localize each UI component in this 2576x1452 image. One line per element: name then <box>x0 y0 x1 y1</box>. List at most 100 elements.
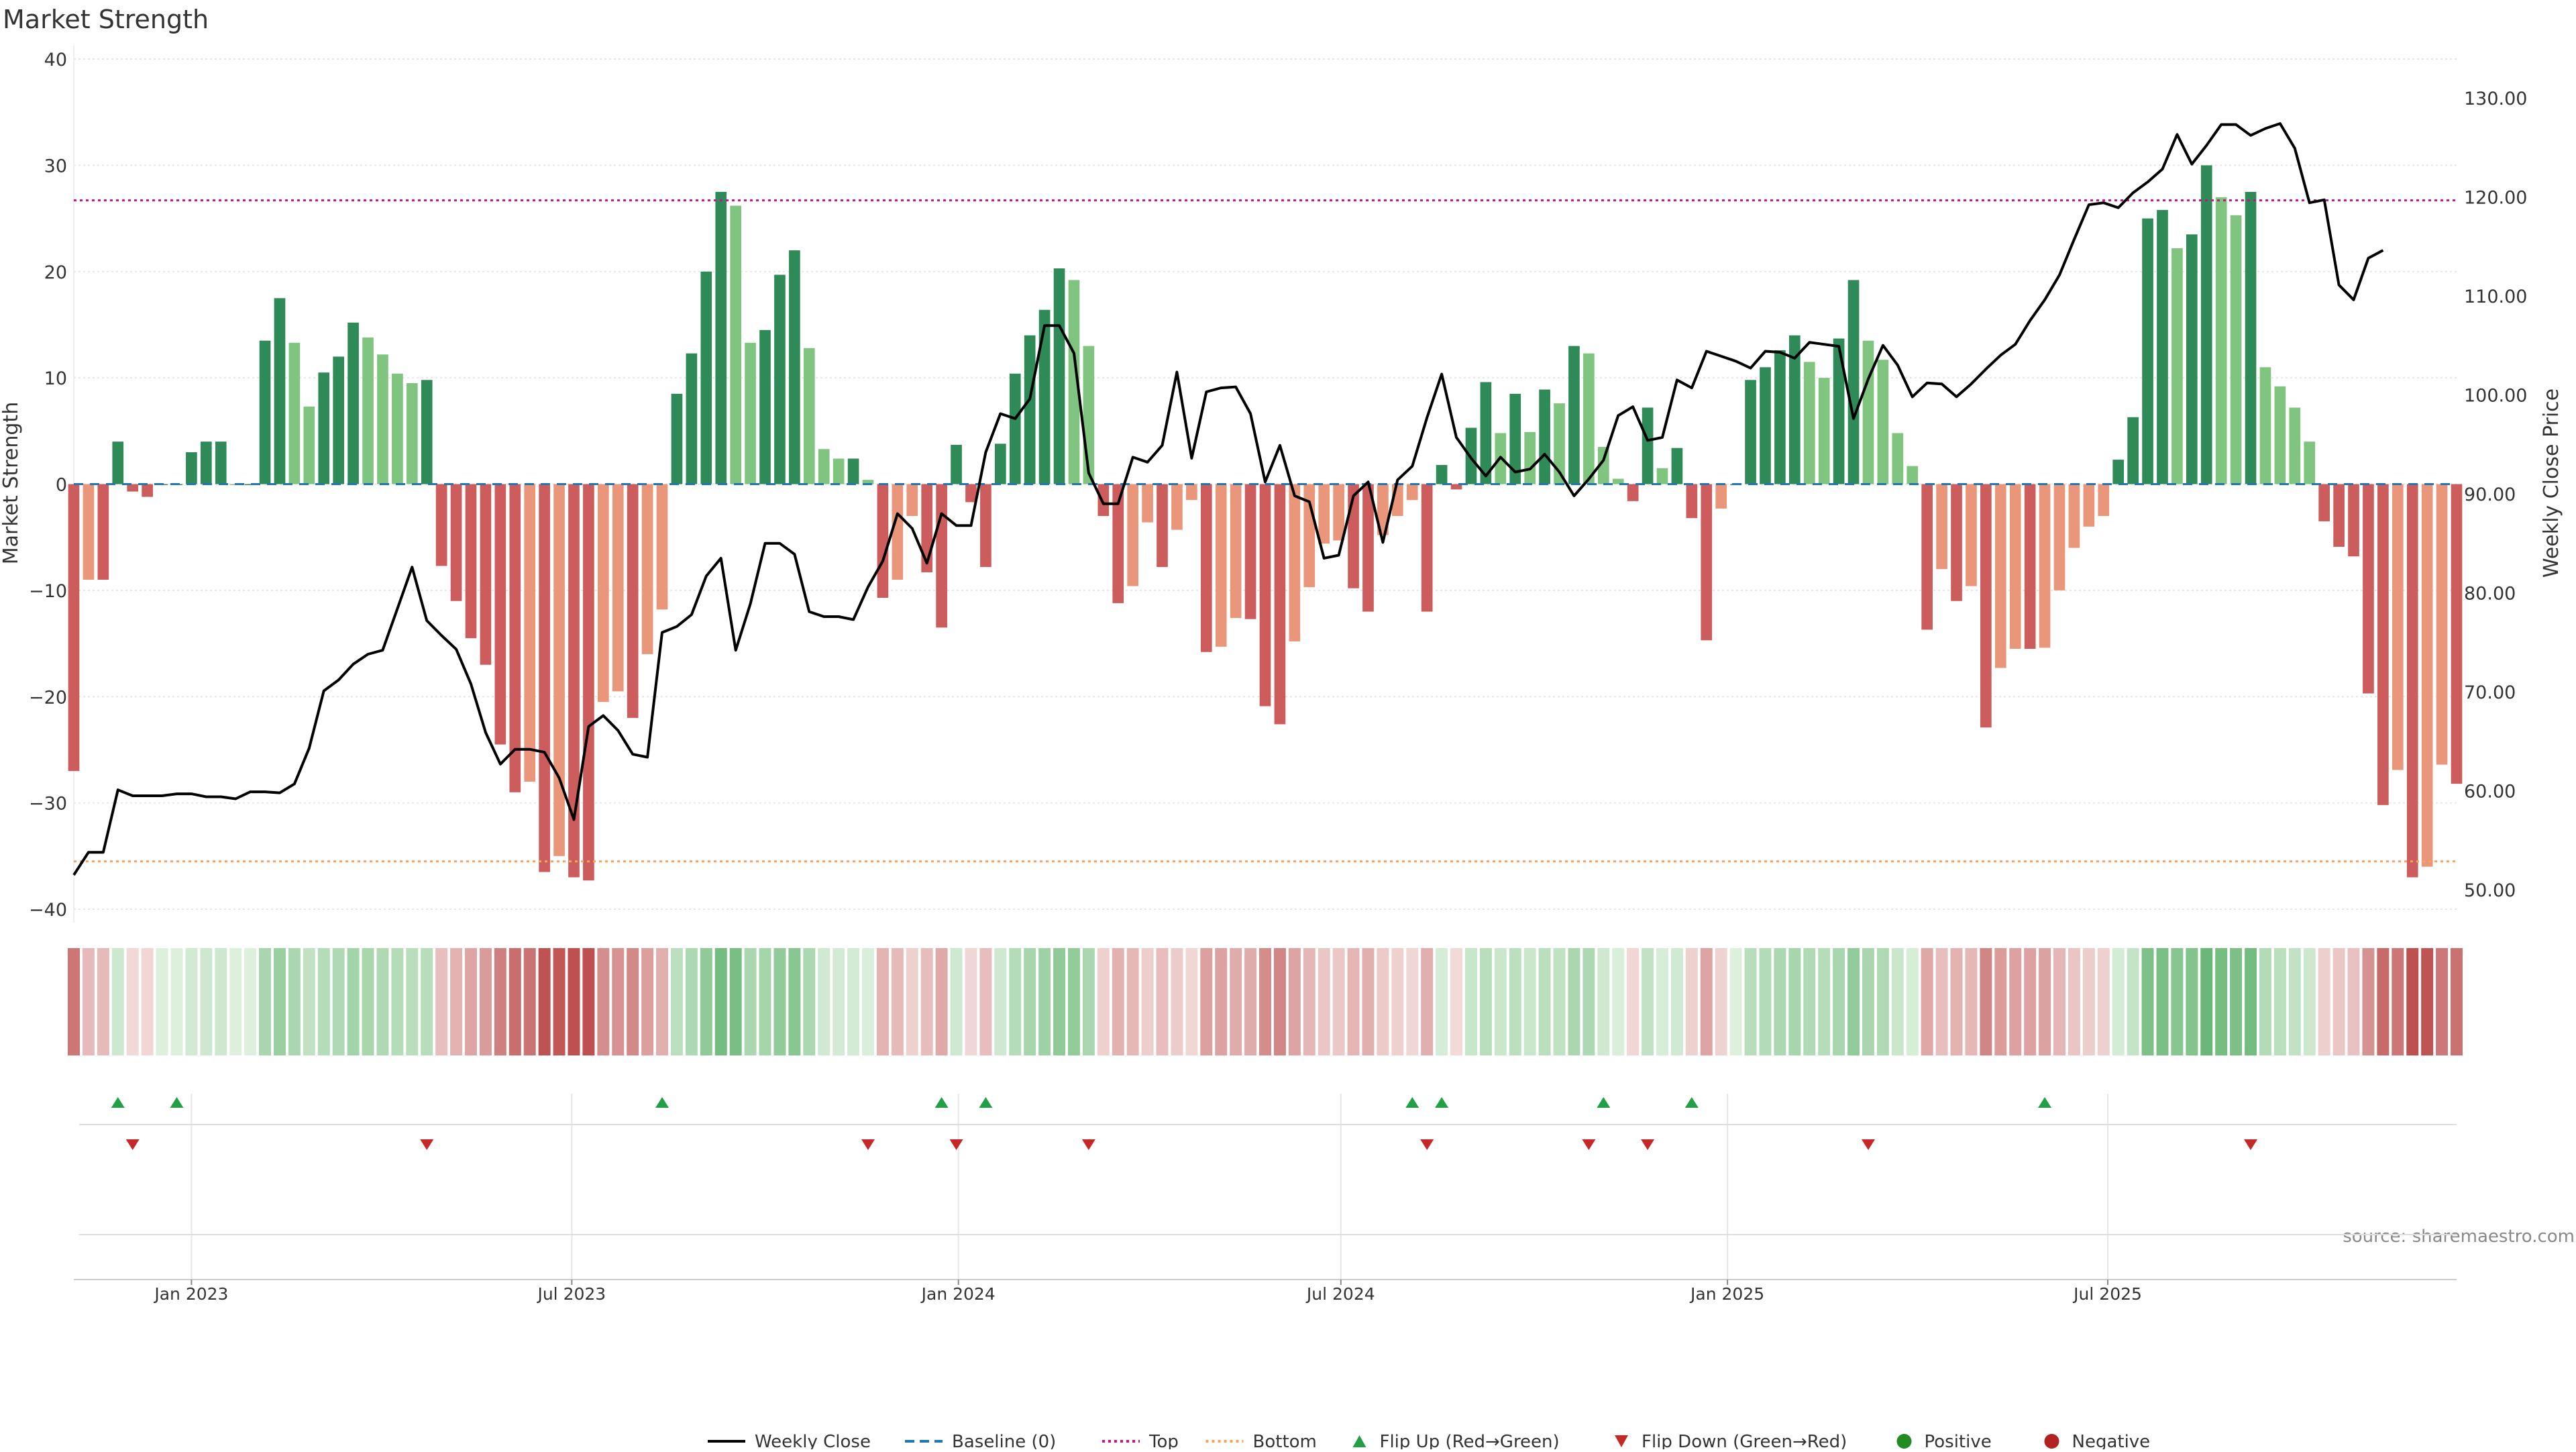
left-tick-label: 0 <box>56 475 67 496</box>
strength-bar <box>951 444 962 484</box>
heat-cell <box>111 948 124 1055</box>
heat-cell <box>1774 948 1786 1055</box>
heat-cell <box>1833 948 1845 1055</box>
flip-up-marker <box>979 1097 993 1108</box>
strength-bar <box>1642 407 1654 484</box>
strength-bar <box>2142 218 2153 484</box>
strength-bar <box>259 340 271 484</box>
strength-bar <box>1936 484 1947 570</box>
heat-cell <box>1582 948 1595 1055</box>
strength-bar <box>524 484 536 782</box>
strength-bar <box>906 484 918 517</box>
heat-cell <box>1788 948 1801 1055</box>
flip-up-marker <box>1435 1097 1449 1108</box>
heat-cell <box>1538 948 1551 1055</box>
strength-bar <box>965 484 977 503</box>
strength-bar <box>2274 386 2286 484</box>
legend-label: Baseline (0) <box>952 1432 1056 1449</box>
heat-cell <box>126 948 139 1055</box>
left-tick-label: 10 <box>44 368 67 389</box>
strength-bar <box>2039 484 2051 648</box>
strength-bar <box>1583 353 1595 484</box>
strength-bar <box>377 354 388 484</box>
legend-label: Negative <box>2072 1432 2151 1449</box>
strength-bar <box>2171 248 2183 484</box>
heat-cell <box>97 948 109 1055</box>
heat-cell <box>2141 948 2154 1055</box>
x-axis: Jan 2023 Jul 2023 Jan 2024 Jul 2024 Jan 2025… <box>74 1279 2457 1304</box>
flip-up-marker <box>934 1097 949 1108</box>
left-tick-label: −30 <box>29 794 67 815</box>
heat-cell <box>215 948 227 1055</box>
heat-cell <box>362 948 374 1055</box>
legend-label: Positive <box>1925 1432 1992 1449</box>
heat-cell <box>1612 948 1625 1055</box>
heat-cell <box>2024 948 2037 1055</box>
strength-bar <box>2112 460 2125 484</box>
heat-cell <box>1891 948 1904 1055</box>
heat-cell <box>1921 948 1933 1055</box>
strength-bar <box>1554 403 1565 484</box>
heat-cell <box>833 948 845 1055</box>
strength-bar <box>244 484 256 485</box>
heat-cell <box>170 948 183 1055</box>
heat-cell <box>1200 948 1213 1055</box>
strength-bar <box>1127 484 1138 586</box>
strength-bar <box>715 191 727 484</box>
heat-cell <box>450 948 463 1055</box>
heat-cell <box>1876 948 1889 1055</box>
heat-cell <box>1685 948 1698 1055</box>
heat-cell <box>2436 948 2449 1055</box>
strength-bar <box>1274 484 1286 725</box>
heat-cell <box>1553 948 1566 1055</box>
strength-bar <box>465 484 477 639</box>
heat-cell <box>1523 948 1536 1055</box>
heat-cell <box>1568 948 1580 1055</box>
flip-down-marker <box>949 1139 963 1150</box>
strength-bar <box>2068 484 2080 548</box>
heat-cell <box>2112 948 2125 1055</box>
strength-bar <box>818 449 830 484</box>
heat-cell <box>670 948 683 1055</box>
heat-cell <box>82 948 95 1055</box>
strength-bar <box>833 458 845 484</box>
heat-cell <box>862 948 874 1055</box>
strength-bar <box>1244 484 1256 619</box>
heat-cell <box>1009 948 1022 1055</box>
heat-cell <box>2009 948 2022 1055</box>
heat-cell <box>1980 948 1992 1055</box>
heat-cell <box>421 948 433 1055</box>
heat-cell <box>376 948 389 1055</box>
strength-bar <box>1951 484 1962 601</box>
heat-cell <box>1847 948 1860 1055</box>
flip-down-marker <box>861 1139 875 1150</box>
heat-cell <box>479 948 492 1055</box>
strength-heat-strip <box>68 948 2463 1055</box>
heat-cell <box>1141 948 1154 1055</box>
right-tick-label: 80.00 <box>2464 584 2516 605</box>
heat-cell <box>2186 948 2198 1055</box>
strength-bar <box>1421 484 1433 612</box>
heat-cell <box>1450 948 1463 1055</box>
heat-cell <box>979 948 992 1055</box>
heat-cell <box>1244 948 1257 1055</box>
strength-bar <box>1656 468 1668 484</box>
left-tick-label: −40 <box>29 900 67 921</box>
x-tick-label: Jan 2023 <box>153 1284 228 1304</box>
strength-bar <box>1171 484 1183 530</box>
heat-cell <box>2347 948 2360 1055</box>
heat-cell <box>1377 948 1389 1055</box>
heat-cell <box>465 948 477 1055</box>
strength-bar <box>2289 407 2301 484</box>
heat-cell <box>2127 948 2139 1055</box>
strength-bar <box>700 271 712 484</box>
heat-cell <box>685 948 698 1055</box>
strength-bar <box>1833 338 1845 484</box>
chart-title: Market Strength <box>3 5 209 34</box>
heat-cell <box>1950 948 1963 1055</box>
strength-bar <box>1627 484 1639 501</box>
strength-bar <box>1907 466 1919 484</box>
heat-cell <box>273 948 286 1055</box>
heat-cell <box>906 948 918 1055</box>
strength-bar <box>142 484 153 497</box>
